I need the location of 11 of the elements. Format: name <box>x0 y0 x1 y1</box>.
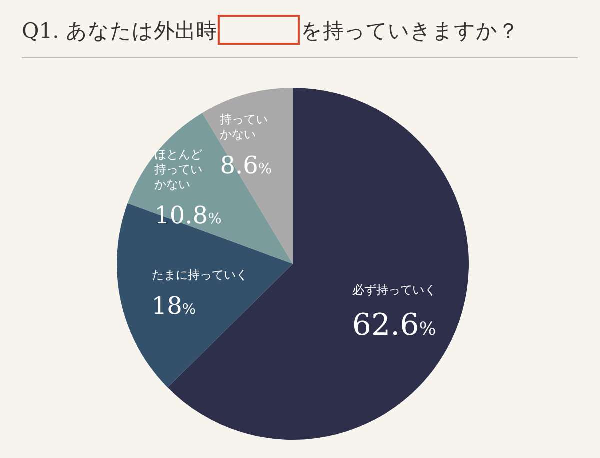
slice-label: 持っていかない <box>220 112 268 142</box>
data-label: 62.6% <box>352 308 436 344</box>
slice-label: 必ず持っていく <box>352 283 436 298</box>
pie-slice <box>128 113 293 264</box>
slice-label: ほとんど持っていかない <box>154 147 203 192</box>
data-label: 10.8% <box>154 201 222 230</box>
chart-title: Q1. あなたは外出時 を持っていきますか？ <box>22 19 519 43</box>
pie-slice <box>117 203 293 388</box>
data-label: 18% <box>152 292 196 320</box>
data-label: 8.6% <box>220 151 272 180</box>
slice-label: たまに持っていく <box>152 268 248 282</box>
